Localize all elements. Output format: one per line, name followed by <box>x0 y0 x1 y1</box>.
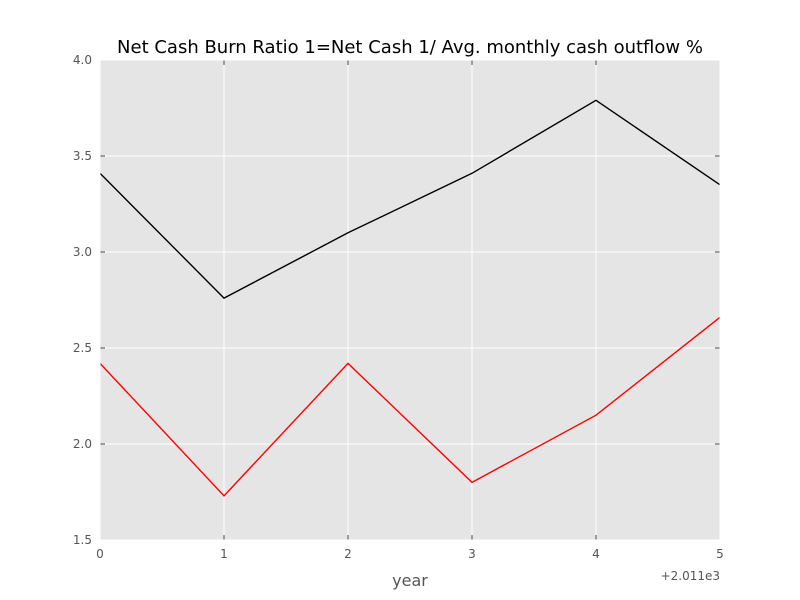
x-offset-label: +2.011e3 <box>661 569 720 583</box>
y-tick-label: 4.0 <box>73 53 92 67</box>
series-layer <box>99 99 721 497</box>
x-tick-label: 3 <box>468 547 476 561</box>
series-line-2 <box>99 316 721 497</box>
x-tick-label: 0 <box>96 547 104 561</box>
plot-area <box>100 60 720 540</box>
series-line-1 <box>99 99 721 299</box>
x-tick-label: 2 <box>344 547 352 561</box>
x-tick-label: 4 <box>592 547 600 561</box>
y-tick-label: 2.0 <box>73 437 92 451</box>
y-tick-label: 2.5 <box>73 341 92 355</box>
chart-title: Net Cash Burn Ratio 1=Net Cash 1/ Avg. m… <box>117 37 703 58</box>
y-tick-label: 3.0 <box>73 245 92 259</box>
x-tick-label: 5 <box>716 547 724 561</box>
x-axis-label: year <box>392 571 428 590</box>
y-tick-label: 3.5 <box>73 149 92 163</box>
x-tick-label: 1 <box>220 547 228 561</box>
y-tick-label: 1.5 <box>73 533 92 547</box>
plot-frame <box>99 59 721 541</box>
